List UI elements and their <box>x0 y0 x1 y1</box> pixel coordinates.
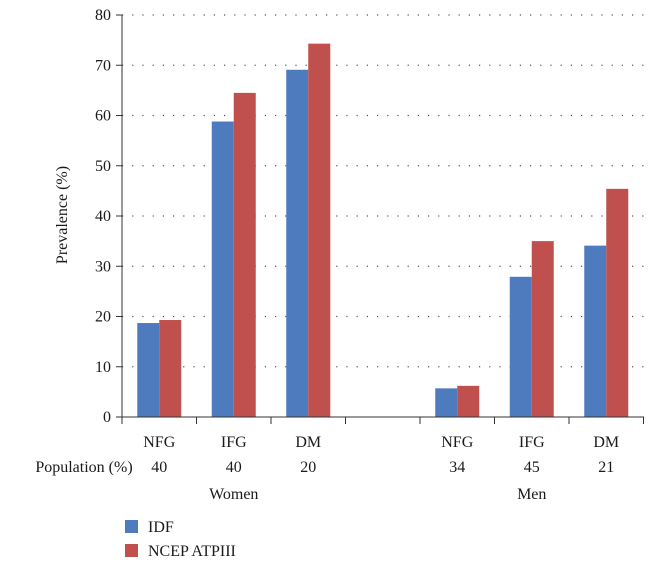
group-label: Women <box>209 486 258 503</box>
bar-idf <box>286 69 309 418</box>
legend: IDF NCEP ATPIII <box>125 519 236 560</box>
y-tick-label: 10 <box>95 359 111 376</box>
category-label: IFG <box>221 434 247 451</box>
bar-idf <box>211 121 234 417</box>
population-row-label: Population (%) <box>35 459 132 476</box>
legend-swatch <box>125 544 138 557</box>
bar-ncep-atpiii <box>531 241 554 417</box>
bar-ncep-atpiii <box>457 385 480 417</box>
population-value: 40 <box>151 459 167 476</box>
y-tick-label: 60 <box>95 108 111 125</box>
y-tick-labels: 0 10 20 30 40 50 60 70 80 <box>95 7 111 426</box>
y-tick-label: 50 <box>95 158 111 175</box>
population-value: 20 <box>300 459 316 476</box>
bar-ncep-atpiii <box>159 320 182 417</box>
population-value: 45 <box>524 459 540 476</box>
population-value: 34 <box>449 459 465 476</box>
bar-idf <box>435 388 458 417</box>
axes <box>116 14 644 424</box>
population-value: 40 <box>226 459 242 476</box>
group-label: Men <box>517 486 546 503</box>
y-tick-label: 20 <box>95 309 111 326</box>
category-label: DM <box>593 434 619 451</box>
bar-ncep-atpiii <box>233 92 256 417</box>
y-tick-label: 30 <box>95 258 111 275</box>
x-labels: NFG 40 IFG 40 DM 20 Women NFG 34 IFG 45 DM 21 Men <box>143 434 619 503</box>
legend-label: NCEP ATPIII <box>148 543 236 560</box>
category-label: IFG <box>519 434 545 451</box>
legend-label: IDF <box>148 519 174 536</box>
y-tick-label: 0 <box>103 409 111 426</box>
bars <box>137 43 629 418</box>
y-tick-label: 70 <box>95 57 111 74</box>
legend-swatch <box>125 520 138 533</box>
category-label: NFG <box>441 434 473 451</box>
category-label: DM <box>295 434 321 451</box>
bar-ncep-atpiii <box>308 43 331 417</box>
bar-idf <box>509 276 532 417</box>
population-value: 21 <box>598 459 614 476</box>
y-tick-label: 80 <box>95 7 111 24</box>
bar-idf <box>584 245 607 417</box>
category-label: NFG <box>143 434 175 451</box>
y-axis-label: Prevalence (%) <box>54 166 71 264</box>
bar-ncep-atpiii <box>606 188 629 417</box>
gridlines <box>122 14 644 368</box>
bar-idf <box>137 323 160 417</box>
y-tick-label: 40 <box>95 208 111 225</box>
